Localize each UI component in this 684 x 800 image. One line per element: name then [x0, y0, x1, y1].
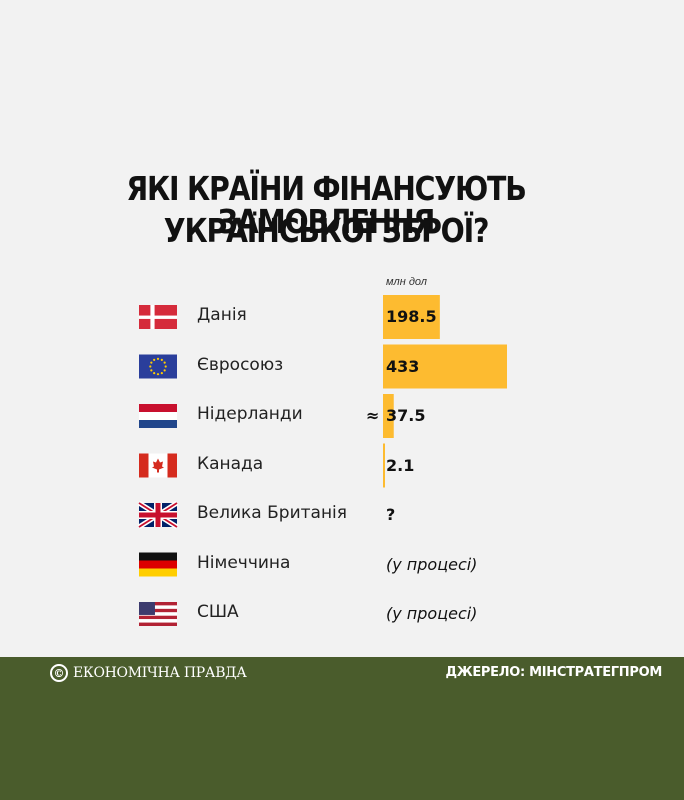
eu-flag-icon [139, 354, 177, 379]
chart-title-line-1: ЯКІ КРАЇНИ ФІНАНСУЮТЬ ЗАМОВЛЕННЯ [126, 169, 526, 241]
netherlands-flag-icon [139, 404, 177, 428]
country-label: Нідерланди [197, 404, 303, 424]
brand-name: ЕКОНОМІЧНА ПРАВДА [73, 665, 247, 681]
usa-flag-icon [139, 602, 177, 626]
chart-title-line-2: УКРАЇНСЬКОЇ ЗБРОЇ? [163, 211, 490, 250]
flags-layer [137, 305, 179, 626]
data-label: 2.1 [386, 455, 415, 475]
country-label: Данія [197, 305, 247, 325]
approx-marker: ≈ [366, 406, 380, 425]
bar [383, 443, 385, 488]
country-label: Німеччина [197, 552, 291, 573]
footer-bar [0, 657, 684, 800]
bar [383, 344, 507, 389]
canada-flag-icon [139, 453, 177, 478]
data-label: (у процесі) [386, 604, 478, 623]
germany-flag-icon [139, 552, 177, 577]
brand-logo-icon: © [50, 664, 68, 682]
denmark-flag-icon [139, 305, 177, 329]
source-label: ДЖЕРЕЛО: МІНСТРАТЕГПРОМ [445, 665, 662, 680]
bar [383, 394, 394, 438]
bars-layer [383, 295, 507, 488]
brand: © ЕКОНОМІЧНА ПРАВДА [50, 662, 247, 684]
data-label: (у процесі) [386, 554, 478, 574]
data-label: ? [386, 505, 396, 524]
country-label: Євросоюз [197, 354, 284, 375]
country-label: США [197, 602, 239, 622]
country-label: Канада [197, 453, 264, 474]
data-label: 433 [386, 356, 420, 376]
country-label: Велика Британія [197, 503, 348, 523]
data-label: 37.5 [386, 406, 426, 425]
unit-label: млн дол [386, 276, 428, 288]
bar [383, 295, 440, 339]
data-label: 198.5 [386, 307, 437, 326]
uk-flag-icon [137, 500, 179, 530]
